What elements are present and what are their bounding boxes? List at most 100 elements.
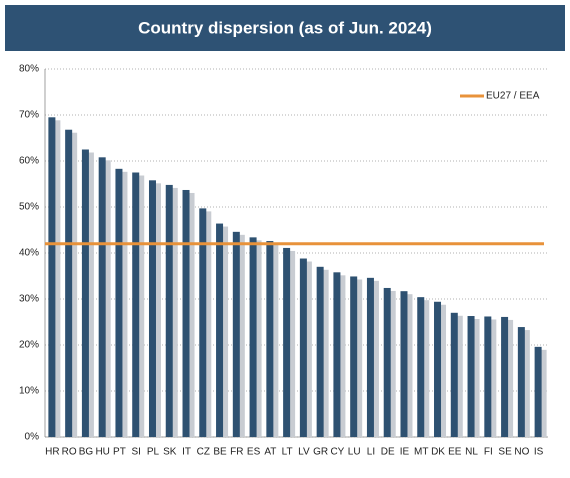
bar-shadow: [252, 240, 262, 437]
bar-shadow: [168, 187, 178, 437]
bar-shadow: [185, 192, 195, 437]
bar: [350, 276, 358, 437]
x-tick-label: IS: [534, 447, 544, 458]
x-tick-label: IT: [182, 447, 191, 458]
bar: [316, 266, 324, 437]
bar: [283, 247, 291, 437]
x-tick-label: HU: [95, 447, 109, 458]
y-tick-label: 20%: [19, 340, 39, 351]
x-tick-label: LU: [348, 447, 361, 458]
x-tick-label: GR: [313, 447, 328, 458]
bar-shadow: [286, 250, 296, 437]
y-tick-label: 0%: [25, 432, 40, 443]
bar-shadow: [135, 175, 145, 437]
legend-label: EU27 / EEA: [486, 91, 540, 102]
bar: [65, 129, 73, 437]
bar-shadow: [336, 275, 346, 437]
bar: [165, 184, 173, 437]
bar-shadow: [369, 280, 379, 437]
y-tick-label: 80%: [19, 64, 39, 75]
bar: [232, 231, 240, 437]
bar: [299, 258, 307, 437]
bar-shadow: [68, 132, 78, 437]
bar: [48, 117, 56, 438]
bar-shadow: [151, 183, 161, 437]
x-tick-label: DK: [431, 447, 445, 458]
bar: [81, 149, 89, 437]
bar: [467, 316, 475, 437]
bar: [517, 327, 525, 437]
x-tick-label: HR: [45, 447, 59, 458]
bar-shadow: [504, 319, 514, 437]
bar: [115, 168, 123, 437]
bar: [366, 277, 374, 437]
bar-shadow: [319, 269, 329, 437]
bar-shadow: [302, 261, 312, 437]
bar: [333, 272, 341, 437]
bar: [182, 189, 190, 437]
bar: [216, 223, 224, 437]
bar: [400, 291, 408, 437]
bar-shadow: [118, 171, 128, 437]
bar-shadow: [101, 160, 111, 437]
x-tick-label: CY: [330, 447, 344, 458]
bar-shadow: [403, 294, 413, 437]
y-tick-label: 70%: [19, 110, 39, 121]
x-tick-label: PT: [113, 447, 126, 458]
x-tick-label: ES: [247, 447, 261, 458]
bar: [484, 316, 492, 437]
x-tick-label: FI: [484, 447, 493, 458]
bar-shadow: [453, 315, 463, 437]
bar: [148, 180, 156, 437]
bar: [249, 237, 257, 437]
bar: [501, 316, 509, 437]
x-tick-label: EE: [448, 447, 462, 458]
bar-shadow: [487, 319, 497, 437]
x-tick-label: LI: [367, 447, 375, 458]
bar: [132, 172, 140, 437]
bar-shadow: [51, 120, 61, 438]
y-tick-label: 10%: [19, 386, 39, 397]
y-tick-label: 50%: [19, 202, 39, 213]
bar: [450, 312, 458, 437]
y-tick-label: 30%: [19, 294, 39, 305]
x-tick-label: LT: [282, 447, 293, 458]
bar-shadow: [269, 244, 279, 437]
bar-shadow: [420, 300, 430, 437]
x-tick-label: NO: [514, 447, 529, 458]
x-tick-label: PL: [147, 447, 160, 458]
x-tick-label: BE: [213, 447, 227, 458]
bar-shadow: [386, 290, 396, 437]
bar-shadow: [520, 330, 530, 437]
bar-shadow: [219, 226, 229, 437]
bar: [534, 346, 542, 437]
bar-shadow: [235, 234, 245, 437]
bar-shadow: [84, 152, 94, 437]
x-tick-label: CZ: [197, 447, 210, 458]
bar-shadow: [437, 304, 447, 437]
x-tick-label: LV: [298, 447, 310, 458]
bar: [98, 157, 106, 437]
x-tick-label: NL: [465, 447, 478, 458]
x-tick-label: MT: [414, 447, 428, 458]
bar: [434, 301, 442, 437]
bar: [417, 297, 425, 437]
x-tick-label: AT: [264, 447, 276, 458]
x-tick-label: FR: [230, 447, 243, 458]
x-tick-label: RO: [62, 447, 77, 458]
bar-shadow: [353, 279, 363, 437]
y-tick-label: 40%: [19, 248, 39, 259]
chart-title: Country dispersion (as of Jun. 2024): [138, 18, 432, 37]
x-tick-label: SK: [163, 447, 177, 458]
bar: [199, 208, 207, 437]
bar-shadow: [202, 211, 212, 437]
x-tick-label: DE: [381, 447, 395, 458]
x-tick-label: IE: [400, 447, 410, 458]
bar: [383, 287, 391, 437]
x-tick-label: SE: [498, 447, 512, 458]
x-tick-label: SI: [131, 447, 140, 458]
bar: [266, 241, 274, 437]
y-tick-label: 60%: [19, 156, 39, 167]
